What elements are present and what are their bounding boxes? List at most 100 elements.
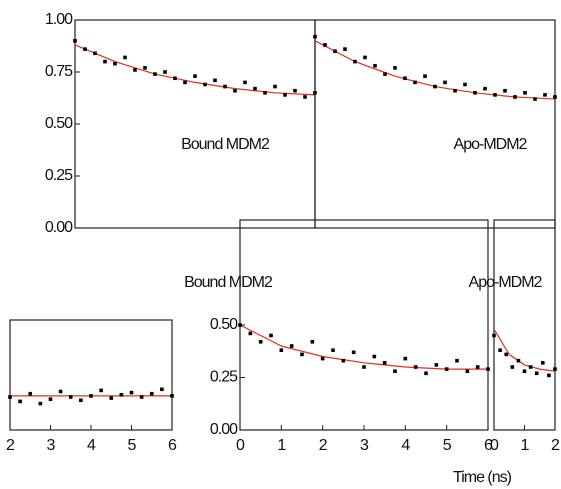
y-tick-label: 0.75 bbox=[45, 63, 73, 80]
data-point bbox=[48, 397, 53, 401]
data-point bbox=[443, 80, 447, 85]
data-point bbox=[99, 388, 103, 393]
x-tick-label: 3 bbox=[360, 437, 369, 454]
x-tick-label: 1 bbox=[277, 437, 286, 454]
data-point bbox=[423, 74, 427, 78]
data-point bbox=[523, 91, 527, 95]
panel-title: Apo-MDM2 bbox=[454, 136, 528, 153]
data-point bbox=[58, 389, 63, 394]
x-tick-label: 0 bbox=[236, 437, 245, 454]
x-tick-label: 2 bbox=[551, 437, 560, 454]
data-point bbox=[553, 95, 557, 99]
y-tick-label: 0.00 bbox=[45, 219, 73, 236]
data-point bbox=[160, 387, 164, 392]
x-tick-label: 2 bbox=[6, 437, 15, 454]
data-point bbox=[243, 80, 247, 85]
data-point bbox=[253, 86, 257, 91]
data-point bbox=[331, 348, 335, 352]
data-point bbox=[279, 348, 284, 352]
data-point bbox=[455, 358, 459, 363]
data-point bbox=[403, 76, 407, 81]
panel-title: Bound MDM2 bbox=[181, 136, 270, 153]
data-point bbox=[333, 49, 337, 53]
x-tick-label: 4 bbox=[401, 437, 410, 454]
data-point bbox=[528, 365, 533, 369]
data-point bbox=[413, 365, 418, 369]
data-point bbox=[103, 59, 107, 64]
plot-frame bbox=[239, 219, 489, 431]
data-point bbox=[533, 97, 537, 101]
fit-line bbox=[314, 40, 556, 100]
data-point bbox=[413, 80, 417, 85]
data-point bbox=[139, 395, 144, 399]
y-tick-label: 1.00 bbox=[45, 11, 73, 28]
data-point bbox=[263, 91, 267, 95]
plot-frame bbox=[314, 19, 556, 229]
data-point bbox=[109, 396, 114, 400]
data-point bbox=[73, 39, 77, 43]
data-point bbox=[83, 47, 87, 51]
y-tick-label: 0.00 bbox=[210, 421, 238, 438]
data-point bbox=[28, 391, 33, 396]
plot-frame bbox=[493, 219, 556, 431]
data-point bbox=[320, 356, 325, 361]
data-point bbox=[503, 88, 507, 93]
fit-line bbox=[493, 328, 556, 372]
data-point bbox=[353, 59, 357, 64]
data-point bbox=[362, 365, 366, 369]
x-tick-label: 6 bbox=[484, 437, 493, 454]
data-point bbox=[382, 361, 387, 365]
x-tick-label: 5 bbox=[443, 437, 452, 454]
data-point bbox=[68, 395, 73, 399]
data-point bbox=[129, 390, 134, 395]
data-point bbox=[113, 61, 117, 66]
data-point bbox=[289, 344, 294, 348]
panel-title: Bound MDM2 bbox=[184, 274, 273, 291]
data-point bbox=[38, 401, 43, 406]
plot-frame bbox=[74, 19, 316, 229]
data-point bbox=[283, 93, 287, 97]
x-tick-label: 3 bbox=[47, 437, 56, 454]
y-tick-label: 0.50 bbox=[45, 115, 73, 132]
x-tick-label: 6 bbox=[168, 437, 177, 454]
data-point bbox=[18, 399, 22, 404]
data-point bbox=[483, 86, 487, 91]
data-point bbox=[363, 55, 367, 60]
fit-line bbox=[239, 324, 488, 370]
data-point bbox=[310, 340, 315, 344]
data-point bbox=[123, 55, 127, 60]
data-point bbox=[170, 394, 174, 398]
data-point bbox=[143, 66, 147, 70]
data-point bbox=[153, 72, 157, 76]
data-point bbox=[424, 371, 428, 376]
data-point bbox=[248, 331, 253, 336]
data-point bbox=[522, 369, 527, 373]
data-point bbox=[510, 365, 515, 369]
data-point bbox=[433, 84, 437, 89]
x-tick-label: 1 bbox=[521, 437, 530, 454]
data-point bbox=[193, 74, 197, 78]
data-point bbox=[149, 391, 154, 396]
data-point bbox=[79, 398, 83, 403]
data-point bbox=[300, 352, 304, 357]
data-point bbox=[516, 358, 521, 363]
data-point bbox=[453, 88, 457, 93]
data-point bbox=[293, 88, 297, 93]
data-point bbox=[233, 88, 237, 93]
data-point bbox=[303, 95, 307, 99]
data-point bbox=[173, 76, 177, 81]
data-point bbox=[434, 363, 439, 367]
data-point bbox=[119, 393, 124, 397]
y-tick-label: 0.50 bbox=[210, 316, 238, 333]
data-point bbox=[463, 82, 467, 87]
data-point bbox=[273, 84, 277, 89]
y-tick-label: 0.25 bbox=[45, 167, 73, 184]
x-tick-label: 2 bbox=[319, 437, 328, 454]
data-point bbox=[133, 68, 137, 72]
fit-line bbox=[74, 44, 316, 96]
data-point bbox=[341, 358, 346, 363]
data-point bbox=[513, 95, 517, 99]
data-point bbox=[8, 395, 12, 399]
data-point bbox=[372, 354, 377, 359]
